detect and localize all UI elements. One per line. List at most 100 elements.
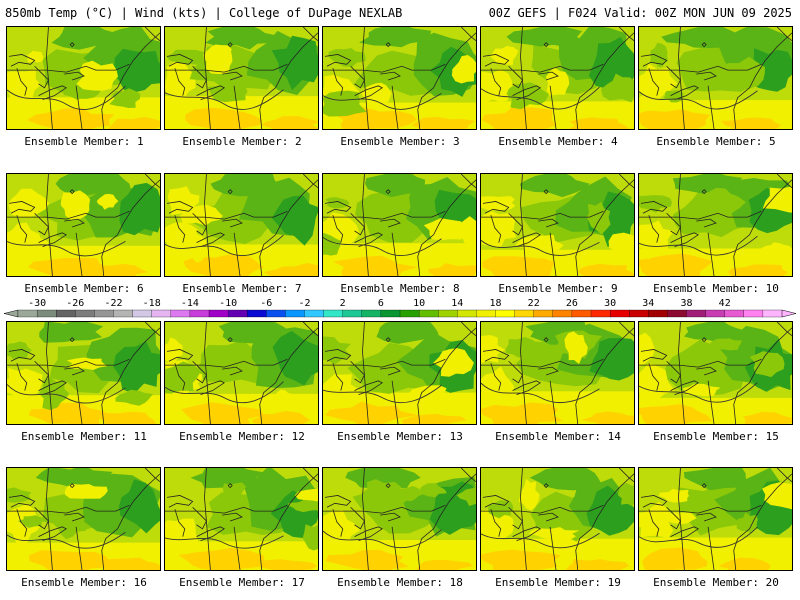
colorbar-swatch bbox=[113, 309, 134, 318]
ensemble-member-label: Ensemble Member: 8 bbox=[340, 282, 460, 295]
colorbar-swatch bbox=[648, 309, 668, 318]
colorbar-swatch bbox=[705, 309, 726, 318]
colorbar-swatch bbox=[533, 309, 554, 318]
ensemble-member-label: Ensemble Member: 20 bbox=[653, 576, 779, 589]
colorbar-left-arrow bbox=[3, 309, 19, 318]
ensemble-member-label: Ensemble Member: 4 bbox=[498, 135, 618, 148]
ensemble-member-map bbox=[164, 321, 319, 425]
run-valid-time: 00Z GEFS | F024 Valid: 00Z MON JUN 09 20… bbox=[488, 6, 792, 20]
colorbar-tick-label: 42 bbox=[719, 298, 731, 309]
ensemble-member-label: Ensemble Member: 13 bbox=[337, 430, 463, 443]
ensemble-member-label: Ensemble Member: 2 bbox=[182, 135, 302, 148]
ensemble-member-label: Ensemble Member: 15 bbox=[653, 430, 779, 443]
ensemble-member-label: Ensemble Member: 9 bbox=[498, 282, 618, 295]
map-title: 850mb Temp (°C) | Wind (kts) | College o… bbox=[5, 6, 403, 20]
ensemble-member-map bbox=[480, 173, 635, 277]
ensemble-member-map bbox=[480, 467, 635, 571]
colorbar-tick-label: 14 bbox=[451, 298, 463, 309]
ensemble-member-label: Ensemble Member: 18 bbox=[337, 576, 463, 589]
colorbar-swatch bbox=[266, 309, 286, 318]
colorbar-tick-label: -26 bbox=[66, 298, 84, 309]
ensemble-member-label: Ensemble Member: 10 bbox=[653, 282, 779, 295]
colorbar-swatch bbox=[476, 309, 496, 318]
colorbar-swatch bbox=[686, 309, 707, 318]
colorbar-swatch bbox=[762, 309, 783, 318]
colorbar-swatch bbox=[132, 309, 153, 318]
colorbar-tick-label: 38 bbox=[680, 298, 692, 309]
colorbar-swatch bbox=[418, 309, 439, 318]
ensemble-member-label: Ensemble Member: 7 bbox=[182, 282, 302, 295]
ensemble-member-label: Ensemble Member: 5 bbox=[656, 135, 776, 148]
colorbar-swatch bbox=[36, 309, 57, 318]
colorbar-tick-label: 34 bbox=[642, 298, 654, 309]
colorbar-swatch bbox=[56, 309, 76, 318]
ensemble-member-map bbox=[164, 467, 319, 571]
colorbar-tick-label: -2 bbox=[298, 298, 310, 309]
ensemble-member-map bbox=[638, 26, 793, 130]
colorbar-swatch bbox=[571, 309, 592, 318]
colorbar-swatch bbox=[94, 309, 114, 318]
colorbar-swatch bbox=[75, 309, 95, 318]
ensemble-member-label: Ensemble Member: 17 bbox=[179, 576, 305, 589]
ensemble-member-map bbox=[6, 467, 161, 571]
colorbar-swatch bbox=[399, 309, 420, 318]
ensemble-member-label: Ensemble Member: 12 bbox=[179, 430, 305, 443]
ensemble-member-label: Ensemble Member: 1 bbox=[24, 135, 144, 148]
colorbar-swatch bbox=[724, 309, 745, 318]
ensemble-member-map bbox=[322, 26, 477, 130]
colorbar-swatch bbox=[609, 309, 630, 318]
colorbar-swatch bbox=[170, 309, 191, 318]
colorbar-swatch bbox=[380, 309, 401, 318]
ensemble-member-map bbox=[322, 173, 477, 277]
ensemble-member-label: Ensemble Member: 19 bbox=[495, 576, 621, 589]
colorbar-swatch bbox=[323, 309, 344, 318]
colorbar-tick-label: 10 bbox=[413, 298, 425, 309]
colorbar-swatch bbox=[285, 309, 305, 318]
colorbar-swatch bbox=[438, 309, 458, 318]
ensemble-member-map bbox=[322, 321, 477, 425]
ensemble-member-map bbox=[638, 173, 793, 277]
colorbar-swatch bbox=[361, 309, 382, 318]
colorbar-swatch bbox=[667, 309, 687, 318]
ensemble-member-label: Ensemble Member: 11 bbox=[21, 430, 147, 443]
colorbar-right-arrow bbox=[781, 309, 797, 318]
ensemble-member-map bbox=[164, 173, 319, 277]
colorbar-swatch bbox=[227, 309, 248, 318]
colorbar-swatch bbox=[590, 309, 611, 318]
colorbar-tick-label: 26 bbox=[566, 298, 578, 309]
colorbar-swatch bbox=[457, 309, 477, 318]
ensemble-member-map bbox=[638, 321, 793, 425]
ensemble-member-label: Ensemble Member: 16 bbox=[21, 576, 147, 589]
colorbar-tick-label: -10 bbox=[219, 298, 237, 309]
colorbar-swatch bbox=[552, 309, 573, 318]
ensemble-member-map bbox=[480, 321, 635, 425]
colorbar-swatch bbox=[629, 309, 649, 318]
ensemble-member-label: Ensemble Member: 3 bbox=[340, 135, 460, 148]
colorbar-tick-label: -14 bbox=[181, 298, 199, 309]
colorbar-swatch bbox=[208, 309, 229, 318]
colorbar-swatch bbox=[189, 309, 210, 318]
ensemble-member-map bbox=[6, 321, 161, 425]
colorbar-swatch bbox=[743, 309, 764, 318]
ensemble-member-label: Ensemble Member: 6 bbox=[24, 282, 144, 295]
colorbar-swatch bbox=[495, 309, 516, 318]
colorbar-swatch bbox=[247, 309, 267, 318]
colorbar-tick-label: 6 bbox=[378, 298, 384, 309]
colorbar-swatch bbox=[17, 309, 38, 318]
ensemble-member-map bbox=[638, 467, 793, 571]
colorbar-tick-label: -6 bbox=[260, 298, 272, 309]
ensemble-member-map bbox=[480, 26, 635, 130]
colorbar-swatch bbox=[514, 309, 535, 318]
colorbar-tick-label: 30 bbox=[604, 298, 616, 309]
ensemble-member-map bbox=[6, 173, 161, 277]
temperature-colorbar: -30 -26 -22 -18 -14 -10 -6 -2 2 6 10 14 18 22 26 30 34 38… bbox=[3, 298, 797, 318]
colorbar-tick-label: 18 bbox=[489, 298, 501, 309]
colorbar-tick-label: 2 bbox=[340, 298, 346, 309]
colorbar-swatch bbox=[304, 309, 325, 318]
ensemble-member-map bbox=[6, 26, 161, 130]
colorbar-swatch bbox=[151, 309, 172, 318]
ensemble-member-map bbox=[322, 467, 477, 571]
colorbar-tick-label: 22 bbox=[528, 298, 540, 309]
ensemble-member-map bbox=[164, 26, 319, 130]
ensemble-member-label: Ensemble Member: 14 bbox=[495, 430, 621, 443]
